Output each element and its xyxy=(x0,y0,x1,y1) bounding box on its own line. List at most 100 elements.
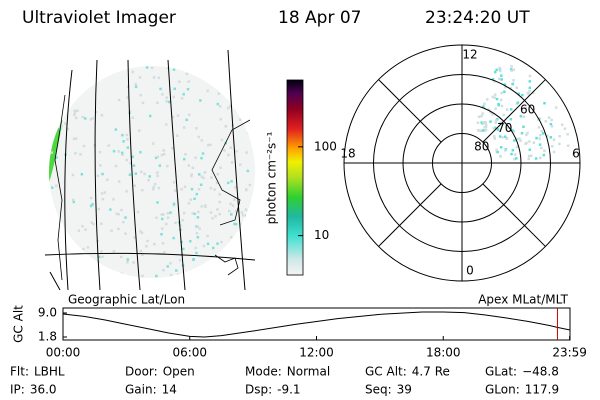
emission-pixel xyxy=(558,135,561,138)
emission-pixel xyxy=(241,66,244,69)
emission-pixel xyxy=(202,176,205,180)
emission-pixel xyxy=(53,130,56,133)
emission-pixel xyxy=(117,180,121,183)
emission-pixel xyxy=(190,173,193,176)
emission-pixel xyxy=(249,71,252,74)
emission-pixel xyxy=(222,75,225,78)
emission-pixel xyxy=(245,214,248,218)
emission-pixel xyxy=(211,246,215,250)
emission-pixel xyxy=(246,169,250,173)
emission-pixel xyxy=(128,110,132,113)
emission-pixel xyxy=(165,96,168,99)
emission-pixel xyxy=(181,218,184,222)
emission-pixel xyxy=(154,156,158,160)
emission-pixel xyxy=(141,101,145,105)
time: 23:24:20 UT xyxy=(425,8,530,28)
emission-pixel xyxy=(230,180,233,183)
emission-pixel xyxy=(512,130,516,133)
emission-pixel xyxy=(56,277,59,278)
emission-pixel xyxy=(519,139,522,143)
emission-pixel xyxy=(161,93,164,96)
emission-pixel xyxy=(499,146,503,149)
x-tick-label: 18:00 xyxy=(426,346,461,360)
emission-pixel xyxy=(93,74,96,77)
emission-pixel xyxy=(216,208,219,211)
emission-pixel xyxy=(60,258,64,262)
emission-pixel xyxy=(238,250,242,254)
emission-pixel xyxy=(247,74,251,77)
x-tick-label: 00:00 xyxy=(46,346,81,360)
emission-pixel xyxy=(81,115,84,119)
emission-pixel xyxy=(156,155,160,159)
emission-pixel xyxy=(161,213,165,216)
emission-pixel xyxy=(112,149,116,153)
emission-pixel xyxy=(200,175,204,178)
emission-pixel xyxy=(496,128,500,131)
emission-pixel xyxy=(247,271,250,274)
emission-pixel xyxy=(550,118,553,122)
x-tick-label: 06:00 xyxy=(172,346,207,360)
emission-pixel xyxy=(115,212,118,216)
emission-pixel xyxy=(482,105,485,108)
emission-pixel xyxy=(218,200,221,204)
emission-pixel xyxy=(145,244,148,248)
emission-pixel xyxy=(518,137,521,140)
emission-pixel xyxy=(126,96,129,99)
emission-pixel xyxy=(155,274,158,278)
emission-pixel xyxy=(197,173,201,176)
emission-pixel xyxy=(216,102,220,106)
emission-pixel xyxy=(109,208,112,211)
emission-pixel xyxy=(491,113,494,116)
emission-pixel xyxy=(72,200,76,204)
emission-pixel xyxy=(528,86,532,90)
altitude-plot: 9.0 1.8 00:00 06:00 12:00 18:00 23:59 xyxy=(38,306,587,360)
emission-pixel xyxy=(169,211,172,214)
emission-pixel xyxy=(159,87,162,91)
emission-pixel xyxy=(528,80,532,83)
emission-pixel xyxy=(534,157,538,160)
emission-pixel xyxy=(245,151,248,154)
emission-pixel xyxy=(216,88,220,92)
emission-pixel xyxy=(252,224,255,228)
emission-pixel xyxy=(62,246,65,250)
emission-pixel xyxy=(503,90,506,93)
emission-pixel xyxy=(229,235,233,239)
emission-pixel xyxy=(134,277,137,278)
emission-pixel xyxy=(65,87,68,90)
emission-pixel xyxy=(107,144,111,147)
emission-pixel xyxy=(55,95,59,98)
emission-pixel xyxy=(257,182,260,185)
emission-pixel xyxy=(174,189,177,192)
emission-pixel xyxy=(143,172,146,176)
mlt-label: 12 xyxy=(462,48,477,62)
emission-pixel xyxy=(121,133,124,137)
instrument: Ultraviolet Imager xyxy=(22,8,176,28)
emission-pixel xyxy=(133,236,136,239)
emission-pixel xyxy=(492,135,496,138)
emission-pixel xyxy=(498,135,502,138)
map-label: Geographic Lat/Lon xyxy=(68,293,185,307)
emission-pixel xyxy=(227,98,231,102)
emission-pixel xyxy=(219,118,223,121)
field-value: −48.8 xyxy=(522,365,559,379)
emission-pixel xyxy=(202,271,206,274)
emission-pixel xyxy=(213,188,216,191)
emission-pixel xyxy=(145,66,149,69)
emission-pixel xyxy=(203,204,207,207)
emission-pixel xyxy=(527,157,530,161)
emission-pixel xyxy=(235,150,238,153)
emission-pixel xyxy=(184,152,187,156)
emission-pixel xyxy=(74,152,77,155)
emission-pixel xyxy=(549,122,553,126)
emission-pixel xyxy=(200,205,204,208)
emission-pixel xyxy=(198,227,201,230)
emission-pixel xyxy=(197,210,200,214)
emission-pixel xyxy=(187,164,191,167)
emission-pixel xyxy=(125,158,129,162)
emission-pixel xyxy=(153,182,157,186)
emission-pixel xyxy=(484,121,487,124)
emission-pixel xyxy=(538,143,542,146)
field-value: 36.0 xyxy=(30,383,57,397)
emission-pixel xyxy=(251,256,254,260)
